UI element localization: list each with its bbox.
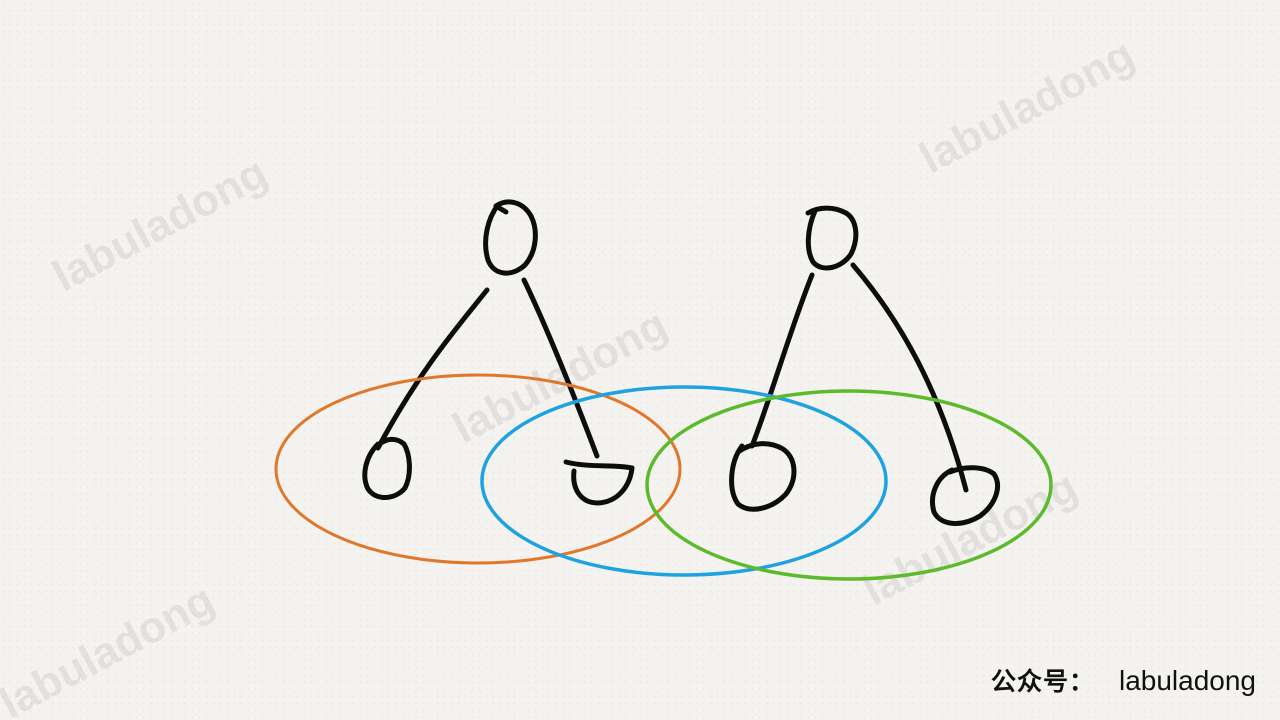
- leaf-node-3: [729, 441, 797, 512]
- edge-right-root-to-left-child: [749, 272, 815, 449]
- footer-credit: 公众号： labuladong: [991, 662, 1256, 698]
- edge-right-root-to-right-child: [850, 262, 969, 493]
- green-group-ellipse: [645, 389, 1053, 581]
- left-tree: [362, 199, 635, 506]
- root-node-left: [483, 199, 538, 276]
- edge-left-root-to-right-child: [521, 277, 600, 459]
- blue-group-ellipse: [480, 385, 888, 577]
- root-node-right: [805, 205, 859, 271]
- footer-handle: labuladong: [1118, 665, 1256, 696]
- footer-prefix: 公众号：: [990, 667, 1095, 696]
- leaf-node-1: [362, 436, 412, 500]
- orange-group-ellipse: [274, 373, 682, 565]
- right-tree: [729, 205, 1000, 526]
- leaf-node-4: [930, 465, 1000, 526]
- edge-left-root-to-left-child: [375, 287, 490, 451]
- leaf-node-2: [563, 459, 635, 506]
